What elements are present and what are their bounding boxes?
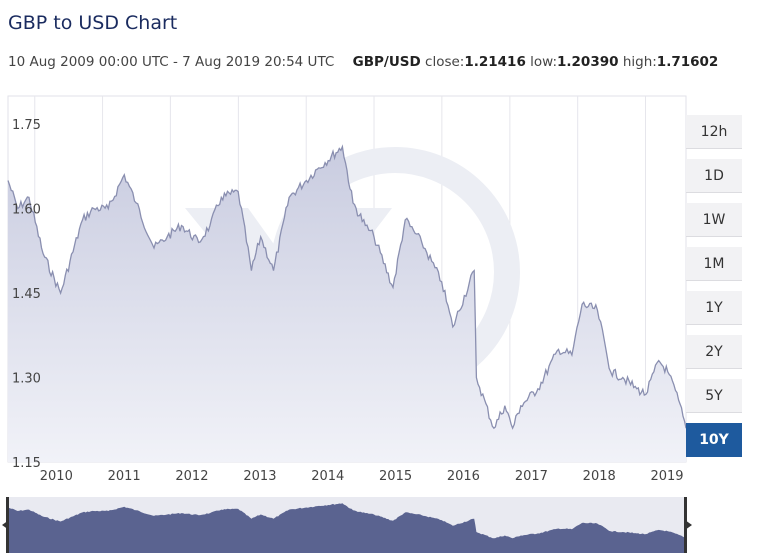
range-button-5y[interactable]: 5Y <box>686 379 742 413</box>
navigator-left-arrow-icon[interactable] <box>2 520 9 530</box>
x-tick-label: 2016 <box>447 469 480 484</box>
y-tick-label: 1.45 <box>12 287 41 302</box>
navigator-right-arrow-icon[interactable] <box>685 520 692 530</box>
currency-pair: GBP/USD <box>352 54 421 70</box>
price-area <box>8 146 686 462</box>
date-range-text: 10 Aug 2009 00:00 UTC - 7 Aug 2019 20:54… <box>8 54 335 70</box>
page-title: GBP to USD Chart <box>8 12 178 34</box>
range-button-12h[interactable]: 12h <box>686 115 742 149</box>
x-tick-label: 2014 <box>311 469 344 484</box>
x-tick-label: 2013 <box>243 469 276 484</box>
y-tick-label: 1.30 <box>12 372 41 387</box>
x-tick-label: 2010 <box>40 469 73 484</box>
x-tick-label: 2018 <box>583 469 616 484</box>
range-button-1w[interactable]: 1W <box>686 203 742 237</box>
navigator-series <box>8 503 686 553</box>
low-label: low: <box>530 54 558 70</box>
chart-summary: 10 Aug 2009 00:00 UTC - 7 Aug 2019 20:54… <box>8 54 718 70</box>
y-tick-label: 1.75 <box>12 118 41 133</box>
x-tick-label: 2012 <box>175 469 208 484</box>
range-button-10y[interactable]: 10Y <box>686 423 742 457</box>
range-button-1m[interactable]: 1M <box>686 247 742 281</box>
close-value: 1.21416 <box>464 54 526 70</box>
x-tick-label: 2015 <box>379 469 412 484</box>
close-label: close: <box>425 54 465 70</box>
x-tick-label: 2019 <box>650 469 683 484</box>
y-axis-labels: 1.75 1.60 1.45 1.30 1.15 <box>12 118 41 471</box>
range-button-1y[interactable]: 1Y <box>686 291 742 325</box>
y-tick-label: 1.15 <box>12 456 41 471</box>
range-navigator[interactable] <box>2 497 692 553</box>
x-tick-label: 2017 <box>515 469 548 484</box>
range-button-2y[interactable]: 2Y <box>686 335 742 369</box>
high-label: high: <box>622 54 657 70</box>
y-tick-label: 1.60 <box>12 203 41 218</box>
range-button-1d[interactable]: 1D <box>686 159 742 193</box>
low-value: 1.20390 <box>557 54 619 70</box>
x-axis-labels: 2010 2011 2012 2013 2014 2015 2016 2017 2018 2019 <box>40 469 684 484</box>
x-tick-label: 2011 <box>108 469 141 484</box>
price-line <box>7 144 687 430</box>
high-value: 1.71602 <box>656 54 719 70</box>
